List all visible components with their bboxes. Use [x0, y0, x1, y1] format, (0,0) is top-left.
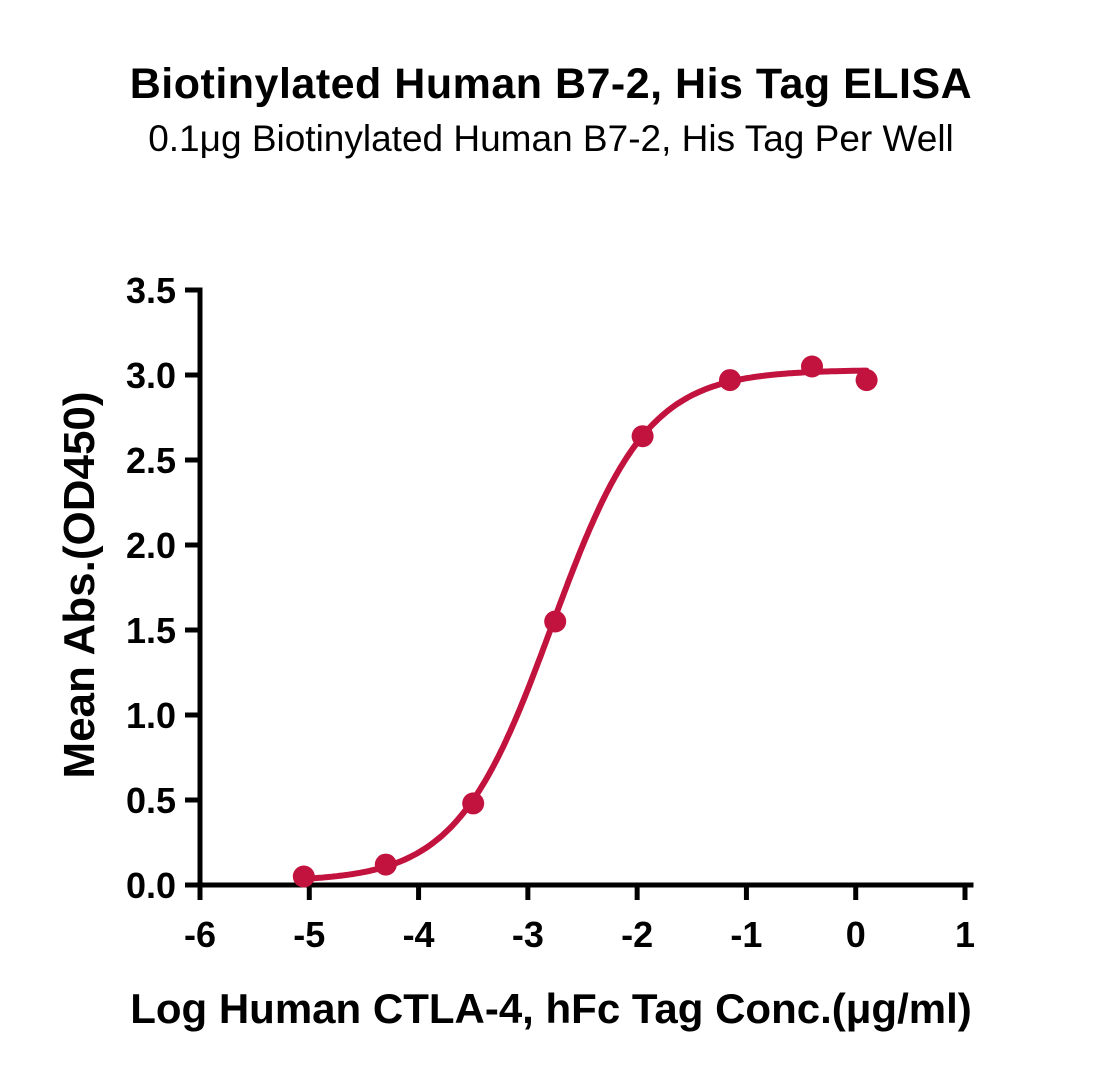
y-tick-label: 2.0 — [126, 525, 176, 566]
y-tick-label: 2.5 — [126, 440, 176, 481]
data-point — [374, 853, 397, 876]
axes — [197, 287, 974, 888]
data-point — [801, 355, 823, 378]
y-tick-label: 3.0 — [126, 355, 176, 396]
x-tick-label: -5 — [293, 914, 325, 955]
x-tick-label: -2 — [621, 914, 653, 955]
data-point — [462, 792, 485, 815]
data-point — [855, 369, 878, 392]
x-tick-label: -3 — [512, 914, 544, 955]
data-point — [544, 610, 567, 633]
data-point — [631, 425, 654, 448]
x-axis-label: Log Human CTLA-4, hFc Tag Conc.(μg/ml) — [130, 985, 972, 1032]
chart-subtitle: 0.1μg Biotinylated Human B7-2, His Tag P… — [148, 118, 954, 159]
x-tick-label: 0 — [846, 914, 866, 955]
data-point — [719, 369, 741, 392]
y-tick-label: 1.5 — [126, 610, 176, 651]
x-tick-label: -4 — [403, 914, 435, 955]
x-tick-label: -6 — [184, 914, 216, 955]
x-tick-label: 1 — [955, 914, 975, 955]
y-tick-label: 3.5 — [126, 270, 176, 311]
y-tick-label: 1.0 — [126, 695, 176, 736]
data-point — [292, 865, 315, 888]
fit-curve — [300, 367, 870, 882]
y-tick-label: 0.5 — [126, 780, 176, 821]
chart-title: Biotinylated Human B7-2, His Tag ELISA — [129, 60, 973, 108]
x-tick-label: -1 — [730, 914, 762, 955]
y-tick-label: 0.0 — [126, 865, 176, 906]
